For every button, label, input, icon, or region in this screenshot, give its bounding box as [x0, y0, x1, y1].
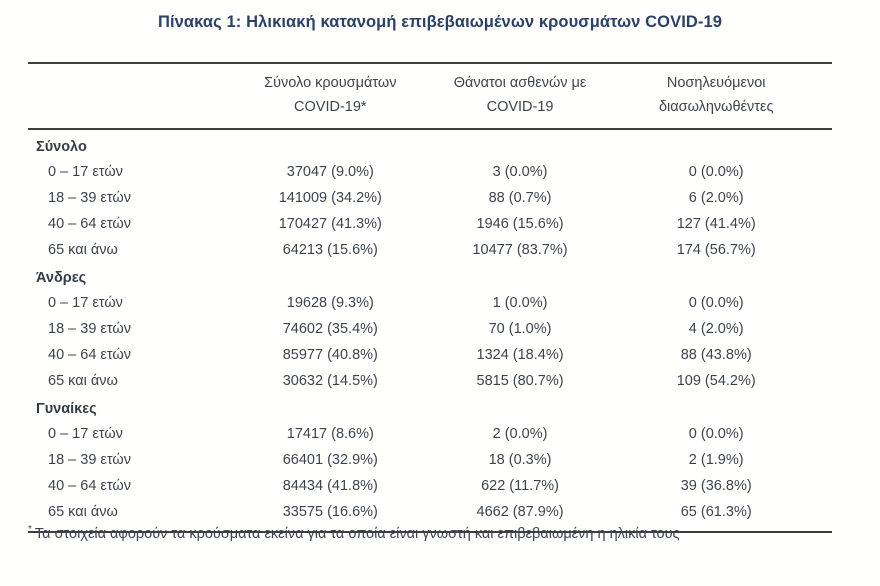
cases-cell: 74602 (35.4%) — [282, 321, 378, 337]
section-women: Γυναίκες — [28, 394, 832, 421]
table-body: Σύνολο 0 – 17 ετών 37047 (9.0%) 3 (0.0%)… — [28, 130, 832, 531]
deaths-cell: 10477 (83.7%) — [472, 242, 568, 258]
column-header-cases-line2: COVID-19* — [294, 99, 367, 115]
section-label: Άνδρες — [36, 270, 87, 286]
table-row: 65 και άνω 64213 (15.6%) 10477 (83.7%) 1… — [28, 237, 832, 263]
intubated-cell: 174 (56.7%) — [676, 242, 756, 258]
cases-cell: 19628 (9.3%) — [286, 295, 374, 311]
age-cell: 65 και άνω — [48, 373, 118, 389]
column-header-cases-line1: Σύνολο κρουσμάτων — [264, 75, 397, 91]
footnote-asterisk: * — [28, 524, 32, 535]
age-cell: 65 και άνω — [48, 504, 118, 520]
intubated-cell: 0 (0.0%) — [688, 164, 744, 180]
column-header-intubated: Νοσηλευόμενοι διασωληνωθέντες — [600, 71, 832, 119]
deaths-cell: 1324 (18.4%) — [476, 347, 564, 363]
column-header-cases: Σύνολο κρουσμάτων COVID-19* — [221, 71, 440, 119]
age-cell: 65 και άνω — [48, 242, 118, 258]
data-table: Σύνολο κρουσμάτων COVID-19* Θάνατοι ασθε… — [28, 62, 832, 533]
column-header-deaths: Θάνατοι ασθενών με COVID-19 — [440, 71, 601, 119]
intubated-cell: 127 (41.4%) — [676, 216, 756, 232]
deaths-cell: 5815 (80.7%) — [476, 373, 564, 389]
cases-cell: 170427 (41.3%) — [278, 216, 382, 232]
table-row: 65 και άνω 30632 (14.5%) 5815 (80.7%) 10… — [28, 368, 832, 394]
cases-cell: 85977 (40.8%) — [282, 347, 378, 363]
cases-cell: 84434 (41.8%) — [282, 478, 378, 494]
deaths-cell: 18 (0.3%) — [488, 452, 552, 468]
intubated-cell: 65 (61.3%) — [680, 504, 752, 520]
footnote-text: Τα στοιχεία αφορούν τα κρούσματα εκείνα … — [34, 525, 680, 542]
age-cell: 40 – 64 ετών — [48, 216, 131, 232]
age-cell: 40 – 64 ετών — [48, 347, 131, 363]
section-total: Σύνολο — [28, 132, 832, 159]
intubated-cell: 109 (54.2%) — [676, 373, 756, 389]
cases-cell: 17417 (8.6%) — [286, 426, 374, 442]
deaths-cell: 3 (0.0%) — [492, 164, 548, 180]
column-header-intubated-line2: διασωληνωθέντες — [658, 99, 774, 115]
intubated-cell: 0 (0.0%) — [688, 295, 744, 311]
table-row: 40 – 64 ετών 170427 (41.3%) 1946 (15.6%)… — [28, 211, 832, 237]
deaths-cell: 1 (0.0%) — [492, 295, 548, 311]
cases-cell: 66401 (32.9%) — [282, 452, 378, 468]
age-cell: 18 – 39 ετών — [48, 190, 131, 206]
column-header-deaths-line2: COVID-19 — [486, 99, 554, 115]
table-row: 65 και άνω 33575 (16.6%) 4662 (87.9%) 65… — [28, 499, 832, 525]
intubated-cell: 39 (36.8%) — [680, 478, 752, 494]
age-cell: 40 – 64 ετών — [48, 478, 131, 494]
intubated-cell: 4 (2.0%) — [688, 321, 744, 337]
intubated-cell: 6 (2.0%) — [688, 190, 744, 206]
table-row: 0 – 17 ετών 37047 (9.0%) 3 (0.0%) 0 (0.0… — [28, 159, 832, 185]
age-cell: 18 – 39 ετών — [48, 321, 131, 337]
intubated-cell: 0 (0.0%) — [688, 426, 744, 442]
table-row: 40 – 64 ετών 84434 (41.8%) 622 (11.7%) 3… — [28, 473, 832, 499]
table-row: 18 – 39 ετών 141009 (34.2%) 88 (0.7%) 6 … — [28, 185, 832, 211]
intubated-cell: 2 (1.9%) — [688, 452, 744, 468]
column-header-intubated-line1: Νοσηλευόμενοι — [666, 75, 766, 91]
age-cell: 0 – 17 ετών — [48, 426, 123, 442]
section-label: Σύνολο — [36, 139, 87, 155]
section-men: Άνδρες — [28, 263, 832, 290]
intubated-cell: 88 (43.8%) — [680, 347, 752, 363]
table-row: 0 – 17 ετών 19628 (9.3%) 1 (0.0%) 0 (0.0… — [28, 290, 832, 316]
deaths-cell: 4662 (87.9%) — [476, 504, 564, 520]
cases-cell: 64213 (15.6%) — [282, 242, 378, 258]
cases-cell: 30632 (14.5%) — [282, 373, 378, 389]
age-cell: 18 – 39 ετών — [48, 452, 131, 468]
section-label: Γυναίκες — [36, 401, 97, 417]
deaths-cell: 622 (11.7%) — [481, 478, 559, 494]
age-cell: 0 – 17 ετών — [48, 295, 123, 311]
cases-cell: 141009 (34.2%) — [278, 190, 382, 206]
column-header-deaths-line1: Θάνατοι ασθενών με — [453, 75, 587, 91]
deaths-cell: 1946 (15.6%) — [476, 216, 564, 232]
age-cell: 0 – 17 ετών — [48, 164, 123, 180]
cases-cell: 37047 (9.0%) — [286, 164, 374, 180]
table-row: 18 – 39 ετών 66401 (32.9%) 18 (0.3%) 2 (… — [28, 447, 832, 473]
footnote: * Τα στοιχεία αφορούν τα κρούσματα εκείνα… — [28, 524, 848, 542]
cases-cell: 33575 (16.6%) — [282, 504, 378, 520]
table-header-row: Σύνολο κρουσμάτων COVID-19* Θάνατοι ασθε… — [28, 64, 832, 130]
table-row: 40 – 64 ετών 85977 (40.8%) 1324 (18.4%) … — [28, 342, 832, 368]
table-row: 0 – 17 ετών 17417 (8.6%) 2 (0.0%) 0 (0.0… — [28, 421, 832, 447]
table-row: 18 – 39 ετών 74602 (35.4%) 70 (1.0%) 4 (… — [28, 316, 832, 342]
deaths-cell: 2 (0.0%) — [492, 426, 548, 442]
deaths-cell: 70 (1.0%) — [488, 321, 552, 337]
deaths-cell: 88 (0.7%) — [488, 190, 552, 206]
column-header-empty — [28, 71, 221, 119]
page-title: Πίνακας 1: Ηλικιακή κατανομή επιβεβαιωμέ… — [157, 13, 723, 31]
